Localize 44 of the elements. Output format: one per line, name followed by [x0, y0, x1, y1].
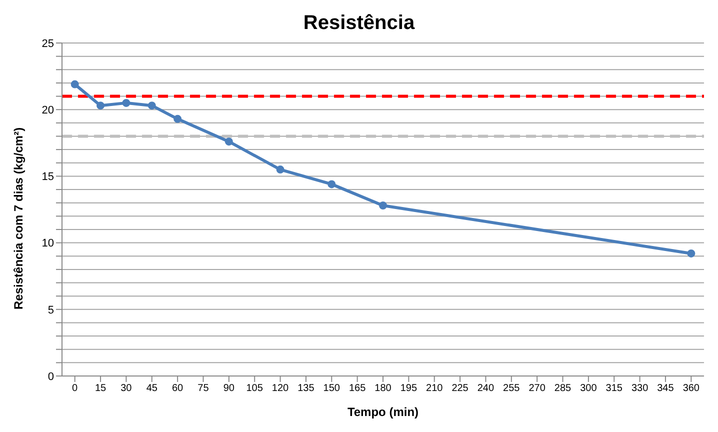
x-tick-label: 120: [272, 383, 290, 394]
y-tick-label: 20: [42, 104, 54, 117]
point: [70, 80, 79, 88]
point: [148, 102, 156, 110]
x-tick-label: 300: [580, 383, 598, 394]
y-tick-label: 15: [42, 171, 54, 184]
point: [379, 202, 387, 210]
x-tick-label: 195: [400, 383, 418, 394]
x-tick-label: 135: [298, 383, 315, 394]
x-axis-title: Tempo (min): [347, 405, 419, 419]
x-tick-label: 210: [426, 383, 444, 394]
x-tick-label: 315: [606, 383, 623, 394]
x-tick-label: 90: [223, 383, 235, 394]
x-tick-label: 225: [452, 383, 469, 394]
x-tick-label: 330: [631, 383, 649, 394]
x-tick-label: 345: [657, 383, 674, 394]
point: [96, 102, 105, 110]
y-tick-label: 10: [42, 238, 54, 250]
y-tick-label: 25: [42, 38, 54, 50]
x-tick-label: 45: [146, 383, 158, 394]
point: [687, 249, 696, 258]
x-tick-label: 15: [94, 383, 107, 394]
x-tick-label: 255: [503, 383, 520, 394]
x-tick-label: 270: [528, 383, 546, 394]
x-tick-label: 105: [246, 383, 264, 394]
x-tick-label: 0: [72, 383, 78, 394]
x-tick-label: 150: [323, 383, 340, 394]
y-axis-title: Resistência com 7 dias (kg/cm²): [11, 127, 26, 310]
y-tick-label: 5: [48, 304, 54, 316]
y-tick-label: 0: [48, 370, 54, 383]
x-tick-label: 165: [348, 383, 366, 394]
x-tick-label: 30: [120, 383, 132, 394]
chart-title: Resistência: [302, 11, 416, 36]
point: [174, 114, 182, 123]
point: [122, 98, 130, 107]
x-tick-label: 75: [198, 383, 210, 394]
x-tick-label: 285: [554, 383, 572, 394]
x-tick-label: 180: [374, 383, 392, 394]
point: [328, 180, 336, 188]
x-tick-label: 240: [477, 383, 494, 394]
point: [224, 138, 233, 146]
point: [276, 166, 284, 174]
x-tick-label: 360: [682, 383, 700, 394]
x-tick-label: 60: [172, 383, 184, 394]
